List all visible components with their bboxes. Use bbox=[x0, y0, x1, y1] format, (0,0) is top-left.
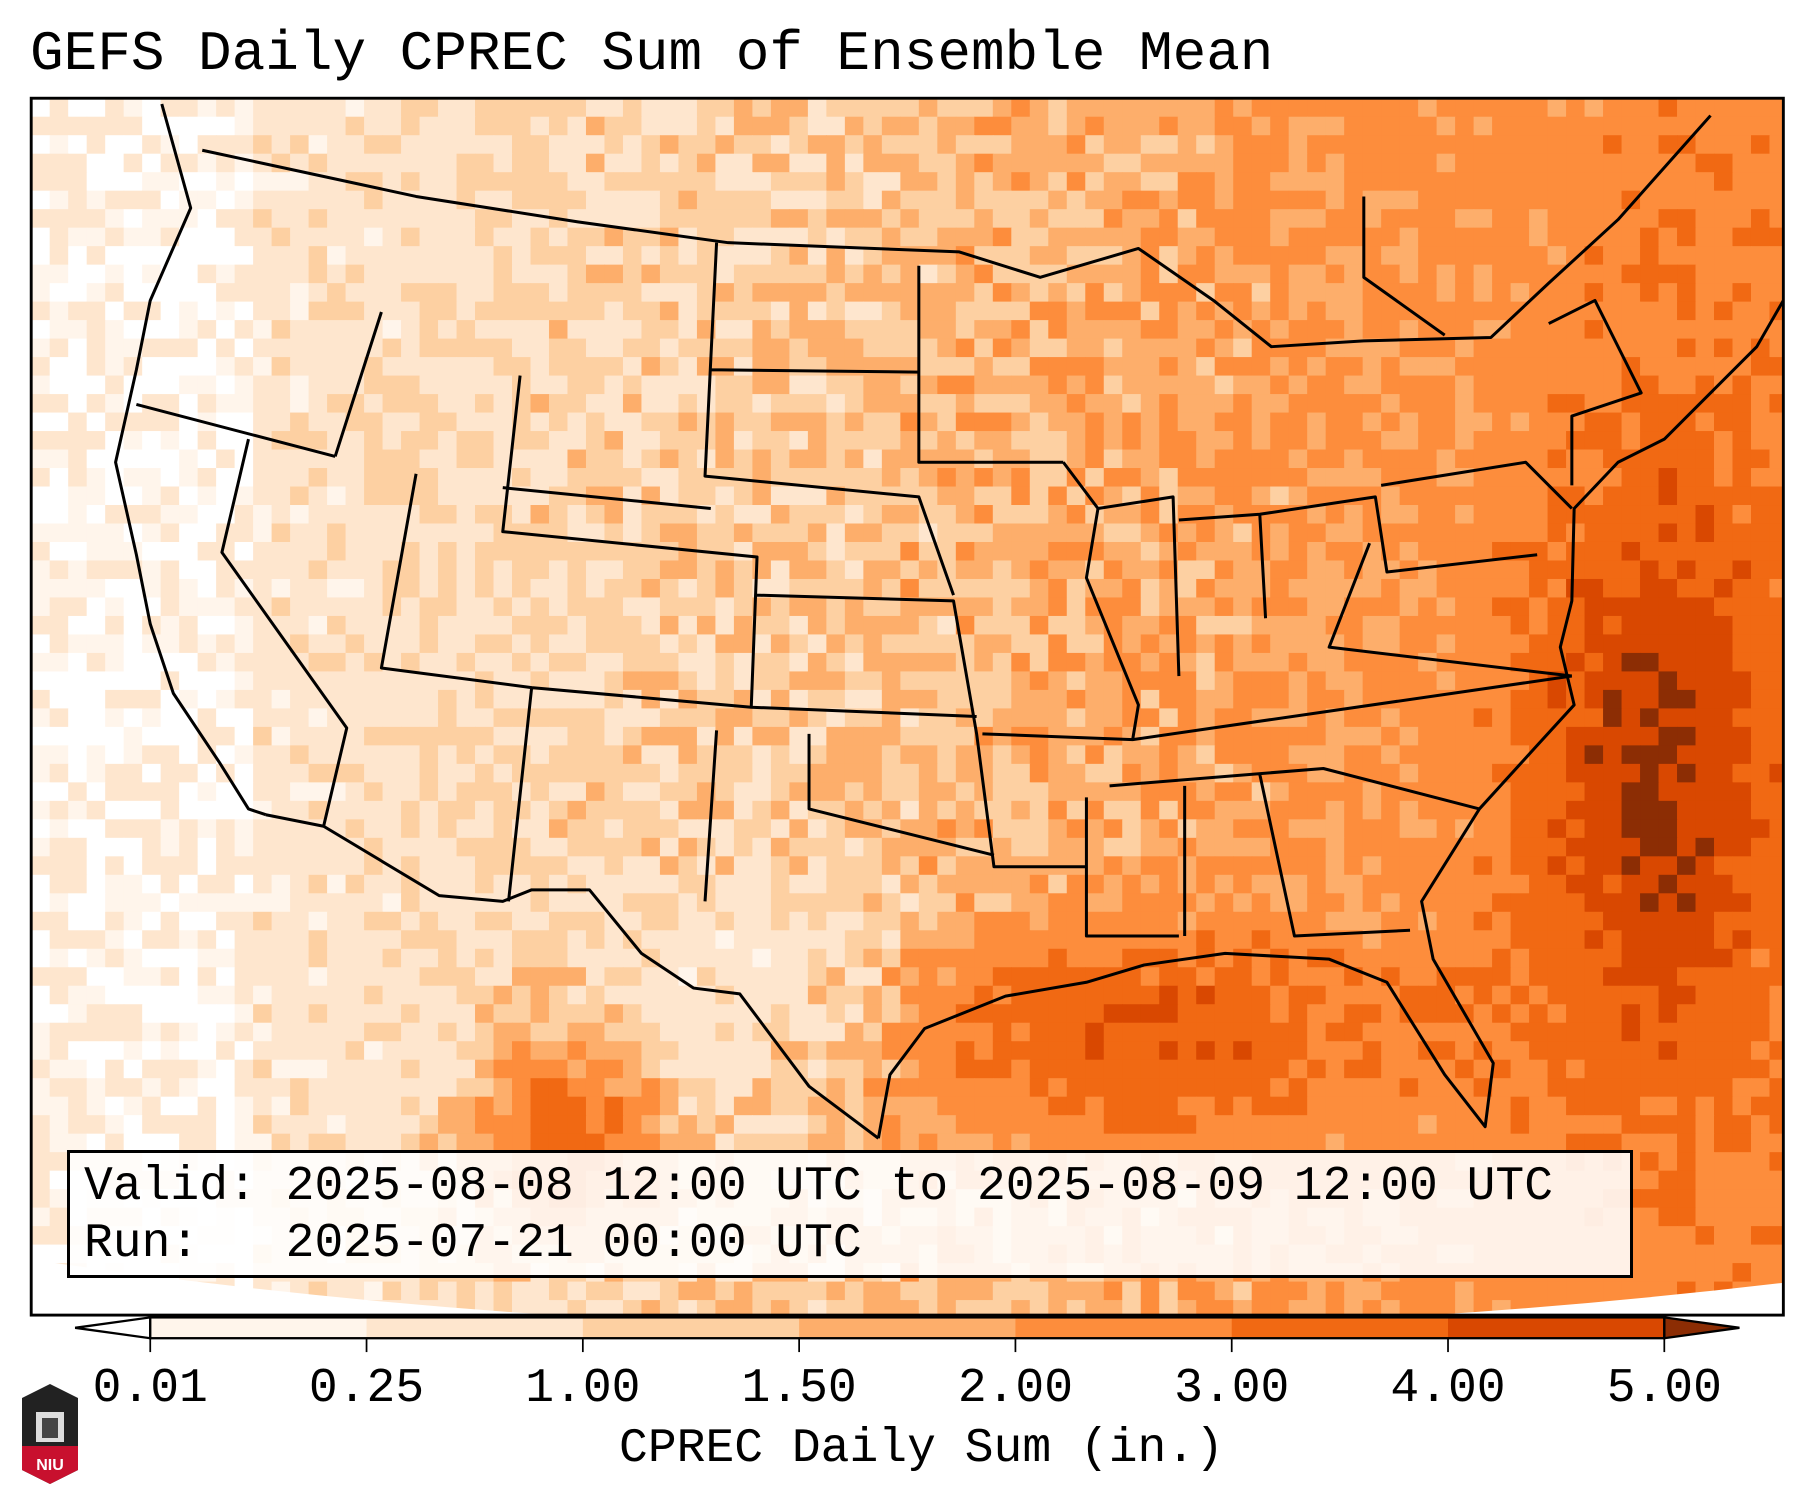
colorbar-segment bbox=[1231, 1317, 1449, 1339]
colorbar-segment bbox=[582, 1317, 800, 1339]
colorbar-label: CPREC Daily Sum (in.) bbox=[619, 1422, 1224, 1476]
colorbar-tick-label: 3.00 bbox=[1174, 1362, 1290, 1416]
run-time-text: Run: 2025-07-21 00:00 UTC bbox=[84, 1217, 862, 1271]
colorbar-tick-label: 1.50 bbox=[741, 1362, 857, 1416]
colorbar-tick-label: 0.01 bbox=[92, 1362, 208, 1416]
precip-field bbox=[31, 98, 1784, 1316]
gulf-coast bbox=[876, 299, 1784, 1139]
valid-time-text: Valid: 2025-08-08 12:00 UTC to 2025-08-0… bbox=[84, 1160, 1554, 1214]
colorbar-over-triangle bbox=[1663, 1316, 1740, 1340]
colorbar-tick-label: 5.00 bbox=[1606, 1362, 1722, 1416]
coastline-west bbox=[114, 103, 267, 817]
projection-mask bbox=[31, 1259, 1784, 1316]
colorbar-under-triangle bbox=[74, 1316, 152, 1340]
info-box: Valid: 2025-08-08 12:00 UTC to 2025-08-0… bbox=[67, 1150, 1633, 1278]
chart-title: GEFS Daily CPREC Sum of Ensemble Mean bbox=[30, 22, 1274, 86]
mexico-border bbox=[265, 813, 880, 1140]
colorbar-tick-label: 4.00 bbox=[1390, 1362, 1506, 1416]
colorbar-tick-label: 1.00 bbox=[525, 1362, 641, 1416]
state-lines bbox=[136, 196, 1643, 938]
colorbar-segment bbox=[150, 1317, 368, 1339]
colorbar-segment bbox=[1015, 1317, 1233, 1339]
niu-logo: NIU bbox=[22, 1384, 78, 1484]
colorbar-tick-label: 2.00 bbox=[957, 1362, 1074, 1416]
colorbar-segment bbox=[366, 1317, 584, 1339]
colorbar-tick-label: 0.25 bbox=[308, 1362, 425, 1416]
colorbar-segment bbox=[1448, 1317, 1665, 1339]
colorbar bbox=[74, 1316, 1740, 1353]
borders bbox=[114, 103, 1784, 1140]
map-frame bbox=[29, 96, 1785, 1317]
canada-border bbox=[201, 114, 1712, 349]
colorbar-segment bbox=[799, 1317, 1017, 1339]
